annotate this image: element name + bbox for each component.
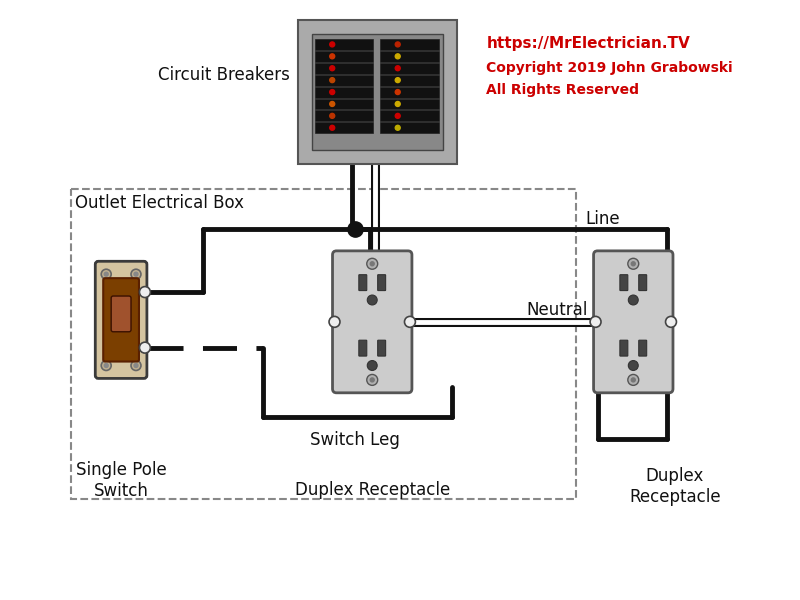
Bar <box>314 86 374 98</box>
Bar <box>380 39 438 50</box>
Bar <box>380 110 438 121</box>
Circle shape <box>395 42 400 47</box>
Text: Circuit Breakers: Circuit Breakers <box>158 65 290 83</box>
Circle shape <box>631 378 635 382</box>
Circle shape <box>395 77 400 83</box>
Bar <box>380 63 438 74</box>
Text: Copyright 2019 John Grabowski: Copyright 2019 John Grabowski <box>486 61 733 75</box>
Bar <box>314 98 374 109</box>
FancyBboxPatch shape <box>638 275 646 290</box>
Circle shape <box>330 89 334 95</box>
Circle shape <box>628 361 638 370</box>
Bar <box>314 122 374 133</box>
Circle shape <box>590 316 601 327</box>
Circle shape <box>628 259 638 269</box>
Circle shape <box>104 364 108 367</box>
Circle shape <box>330 113 334 118</box>
Text: Line: Line <box>586 209 620 227</box>
Circle shape <box>131 361 141 370</box>
Circle shape <box>330 125 334 130</box>
Text: All Rights Reserved: All Rights Reserved <box>486 83 639 97</box>
Circle shape <box>131 269 141 279</box>
Circle shape <box>395 89 400 95</box>
Text: Outlet Electrical Box: Outlet Electrical Box <box>75 194 245 212</box>
Circle shape <box>405 316 415 327</box>
FancyBboxPatch shape <box>620 275 628 290</box>
Circle shape <box>330 77 334 83</box>
Circle shape <box>102 361 111 370</box>
Circle shape <box>329 316 340 327</box>
FancyBboxPatch shape <box>638 340 646 356</box>
FancyBboxPatch shape <box>95 261 147 379</box>
Circle shape <box>139 342 150 353</box>
Bar <box>71 189 576 499</box>
Circle shape <box>102 269 111 279</box>
Text: Neutral: Neutral <box>526 301 587 319</box>
Circle shape <box>395 113 400 118</box>
Bar <box>314 51 374 62</box>
FancyBboxPatch shape <box>359 340 366 356</box>
FancyBboxPatch shape <box>378 340 386 356</box>
Circle shape <box>395 54 400 59</box>
FancyBboxPatch shape <box>378 275 386 290</box>
Bar <box>314 74 374 86</box>
Bar <box>380 86 438 98</box>
Circle shape <box>395 101 400 106</box>
FancyBboxPatch shape <box>103 278 139 362</box>
Text: Duplex Receptacle: Duplex Receptacle <box>294 481 450 499</box>
Circle shape <box>134 272 138 276</box>
Circle shape <box>395 66 400 71</box>
Circle shape <box>367 295 377 305</box>
Circle shape <box>366 374 378 385</box>
Text: Duplex
Receptacle: Duplex Receptacle <box>629 467 721 506</box>
Bar <box>314 63 374 74</box>
Circle shape <box>330 54 334 59</box>
FancyBboxPatch shape <box>620 340 628 356</box>
Text: https://MrElectrician.TV: https://MrElectrician.TV <box>486 37 690 52</box>
Text: Switch Leg: Switch Leg <box>310 431 400 449</box>
Bar <box>380 122 438 133</box>
Circle shape <box>330 42 334 47</box>
Bar <box>380 74 438 86</box>
Circle shape <box>134 364 138 367</box>
Circle shape <box>330 66 334 71</box>
Circle shape <box>366 259 378 269</box>
FancyBboxPatch shape <box>111 296 131 332</box>
Circle shape <box>367 361 377 370</box>
Circle shape <box>370 262 374 266</box>
Bar <box>312 34 442 150</box>
Circle shape <box>104 272 108 276</box>
FancyBboxPatch shape <box>333 251 412 393</box>
Bar <box>380 51 438 62</box>
Circle shape <box>666 316 677 327</box>
Circle shape <box>370 378 374 382</box>
Bar <box>314 39 374 50</box>
Circle shape <box>628 374 638 385</box>
Circle shape <box>628 295 638 305</box>
Circle shape <box>330 101 334 106</box>
Circle shape <box>395 125 400 130</box>
Bar <box>298 20 457 164</box>
Circle shape <box>631 262 635 266</box>
Bar <box>380 98 438 109</box>
Circle shape <box>139 287 150 298</box>
FancyBboxPatch shape <box>359 275 366 290</box>
Bar <box>314 110 374 121</box>
FancyBboxPatch shape <box>594 251 673 393</box>
Text: Single Pole
Switch: Single Pole Switch <box>76 461 166 500</box>
